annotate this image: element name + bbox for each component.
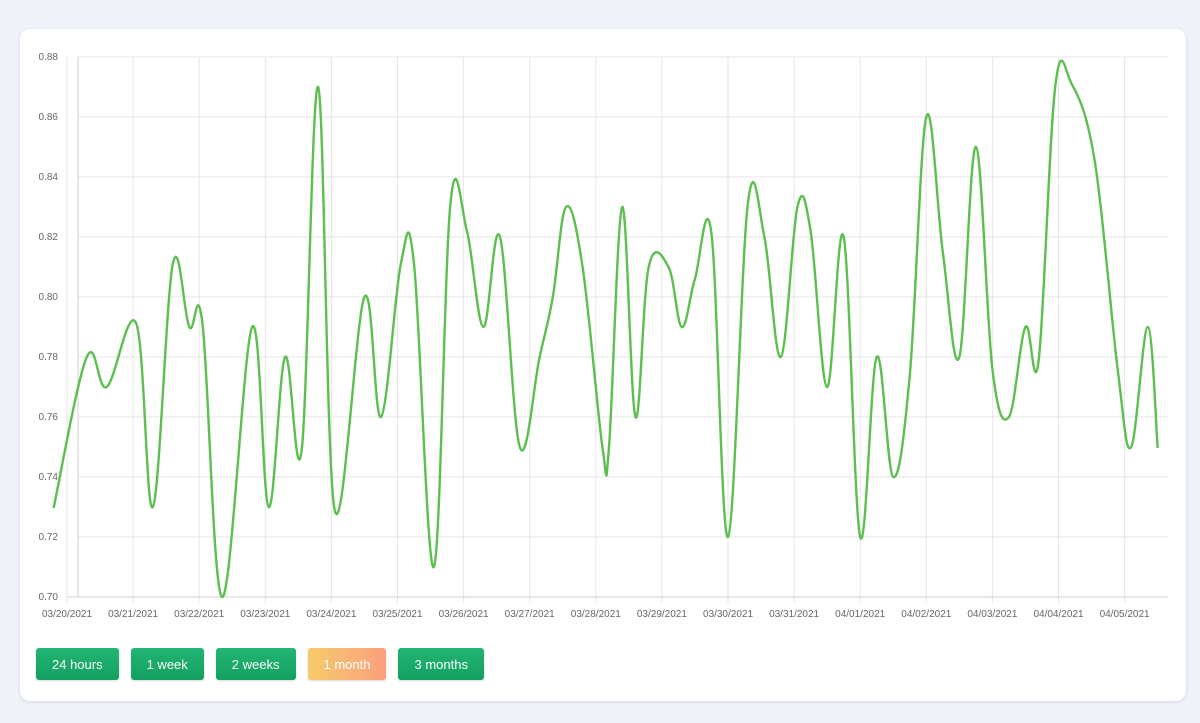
series-layer: [52, 59, 1159, 599]
y-tick-label: 0.84: [39, 172, 59, 183]
x-tick-label: 04/01/2021: [835, 609, 885, 620]
x-tick-label: 03/21/2021: [108, 609, 158, 620]
y-tick-label: 0.74: [39, 472, 59, 483]
x-tick-label: 04/05/2021: [1100, 609, 1150, 620]
grid-lines: [66, 56, 1168, 603]
x-tick-label: 04/03/2021: [967, 609, 1017, 620]
chart-card: 0.88 0.86 0.84 0.82 0.80 0.78 0.76 0.74 0.72 0.70…: [20, 29, 1186, 701]
x-tick-label: 03/23/2021: [240, 609, 290, 620]
range-button-2-weeks[interactable]: 2 weeks: [215, 648, 296, 680]
x-tick-label: 03/25/2021: [372, 609, 422, 620]
x-tick-label: 03/28/2021: [571, 609, 621, 620]
y-tick-label: 0.82: [39, 232, 59, 243]
y-tick-label: 0.72: [39, 532, 59, 543]
y-tick-label: 0.80: [39, 292, 59, 303]
y-tick-label: 0.88: [39, 52, 59, 63]
x-tick-label: 03/29/2021: [637, 609, 687, 620]
range-button-1-week[interactable]: 1 week: [130, 648, 204, 680]
x-tick-label: 03/31/2021: [769, 609, 819, 620]
x-tick-label: 04/02/2021: [901, 609, 951, 620]
y-axis-ticks: 0.88 0.86 0.84 0.82 0.80 0.78 0.76 0.74 0.72 0.70: [39, 52, 59, 603]
x-tick-label: 03/22/2021: [174, 609, 224, 620]
x-axis-ticks: 03/20/2021 03/21/2021 03/22/2021 03/23/2021…: [42, 609, 1150, 620]
y-tick-label: 0.86: [39, 112, 59, 123]
y-tick-label: 0.70: [39, 592, 59, 603]
range-button-3-months[interactable]: 3 months: [398, 648, 484, 680]
x-tick-label: 03/27/2021: [505, 609, 555, 620]
series-line-0: [52, 59, 1159, 599]
x-tick-label: 03/26/2021: [439, 609, 489, 620]
time-range-selector: 24 hours 1 week 2 weeks 1 month 3 months: [36, 648, 484, 680]
y-tick-label: 0.78: [39, 352, 59, 363]
x-tick-label: 03/24/2021: [306, 609, 356, 620]
line-chart: 0.88 0.86 0.84 0.82 0.80 0.78 0.76 0.74 0.72 0.70…: [39, 52, 1168, 620]
x-tick-label: 03/30/2021: [703, 609, 753, 620]
range-button-24-hours[interactable]: 24 hours: [36, 648, 119, 680]
x-tick-label: 03/20/2021: [42, 609, 92, 620]
y-tick-label: 0.76: [39, 412, 59, 423]
range-button-1-month[interactable]: 1 month: [307, 648, 387, 680]
x-tick-label: 04/04/2021: [1033, 609, 1083, 620]
